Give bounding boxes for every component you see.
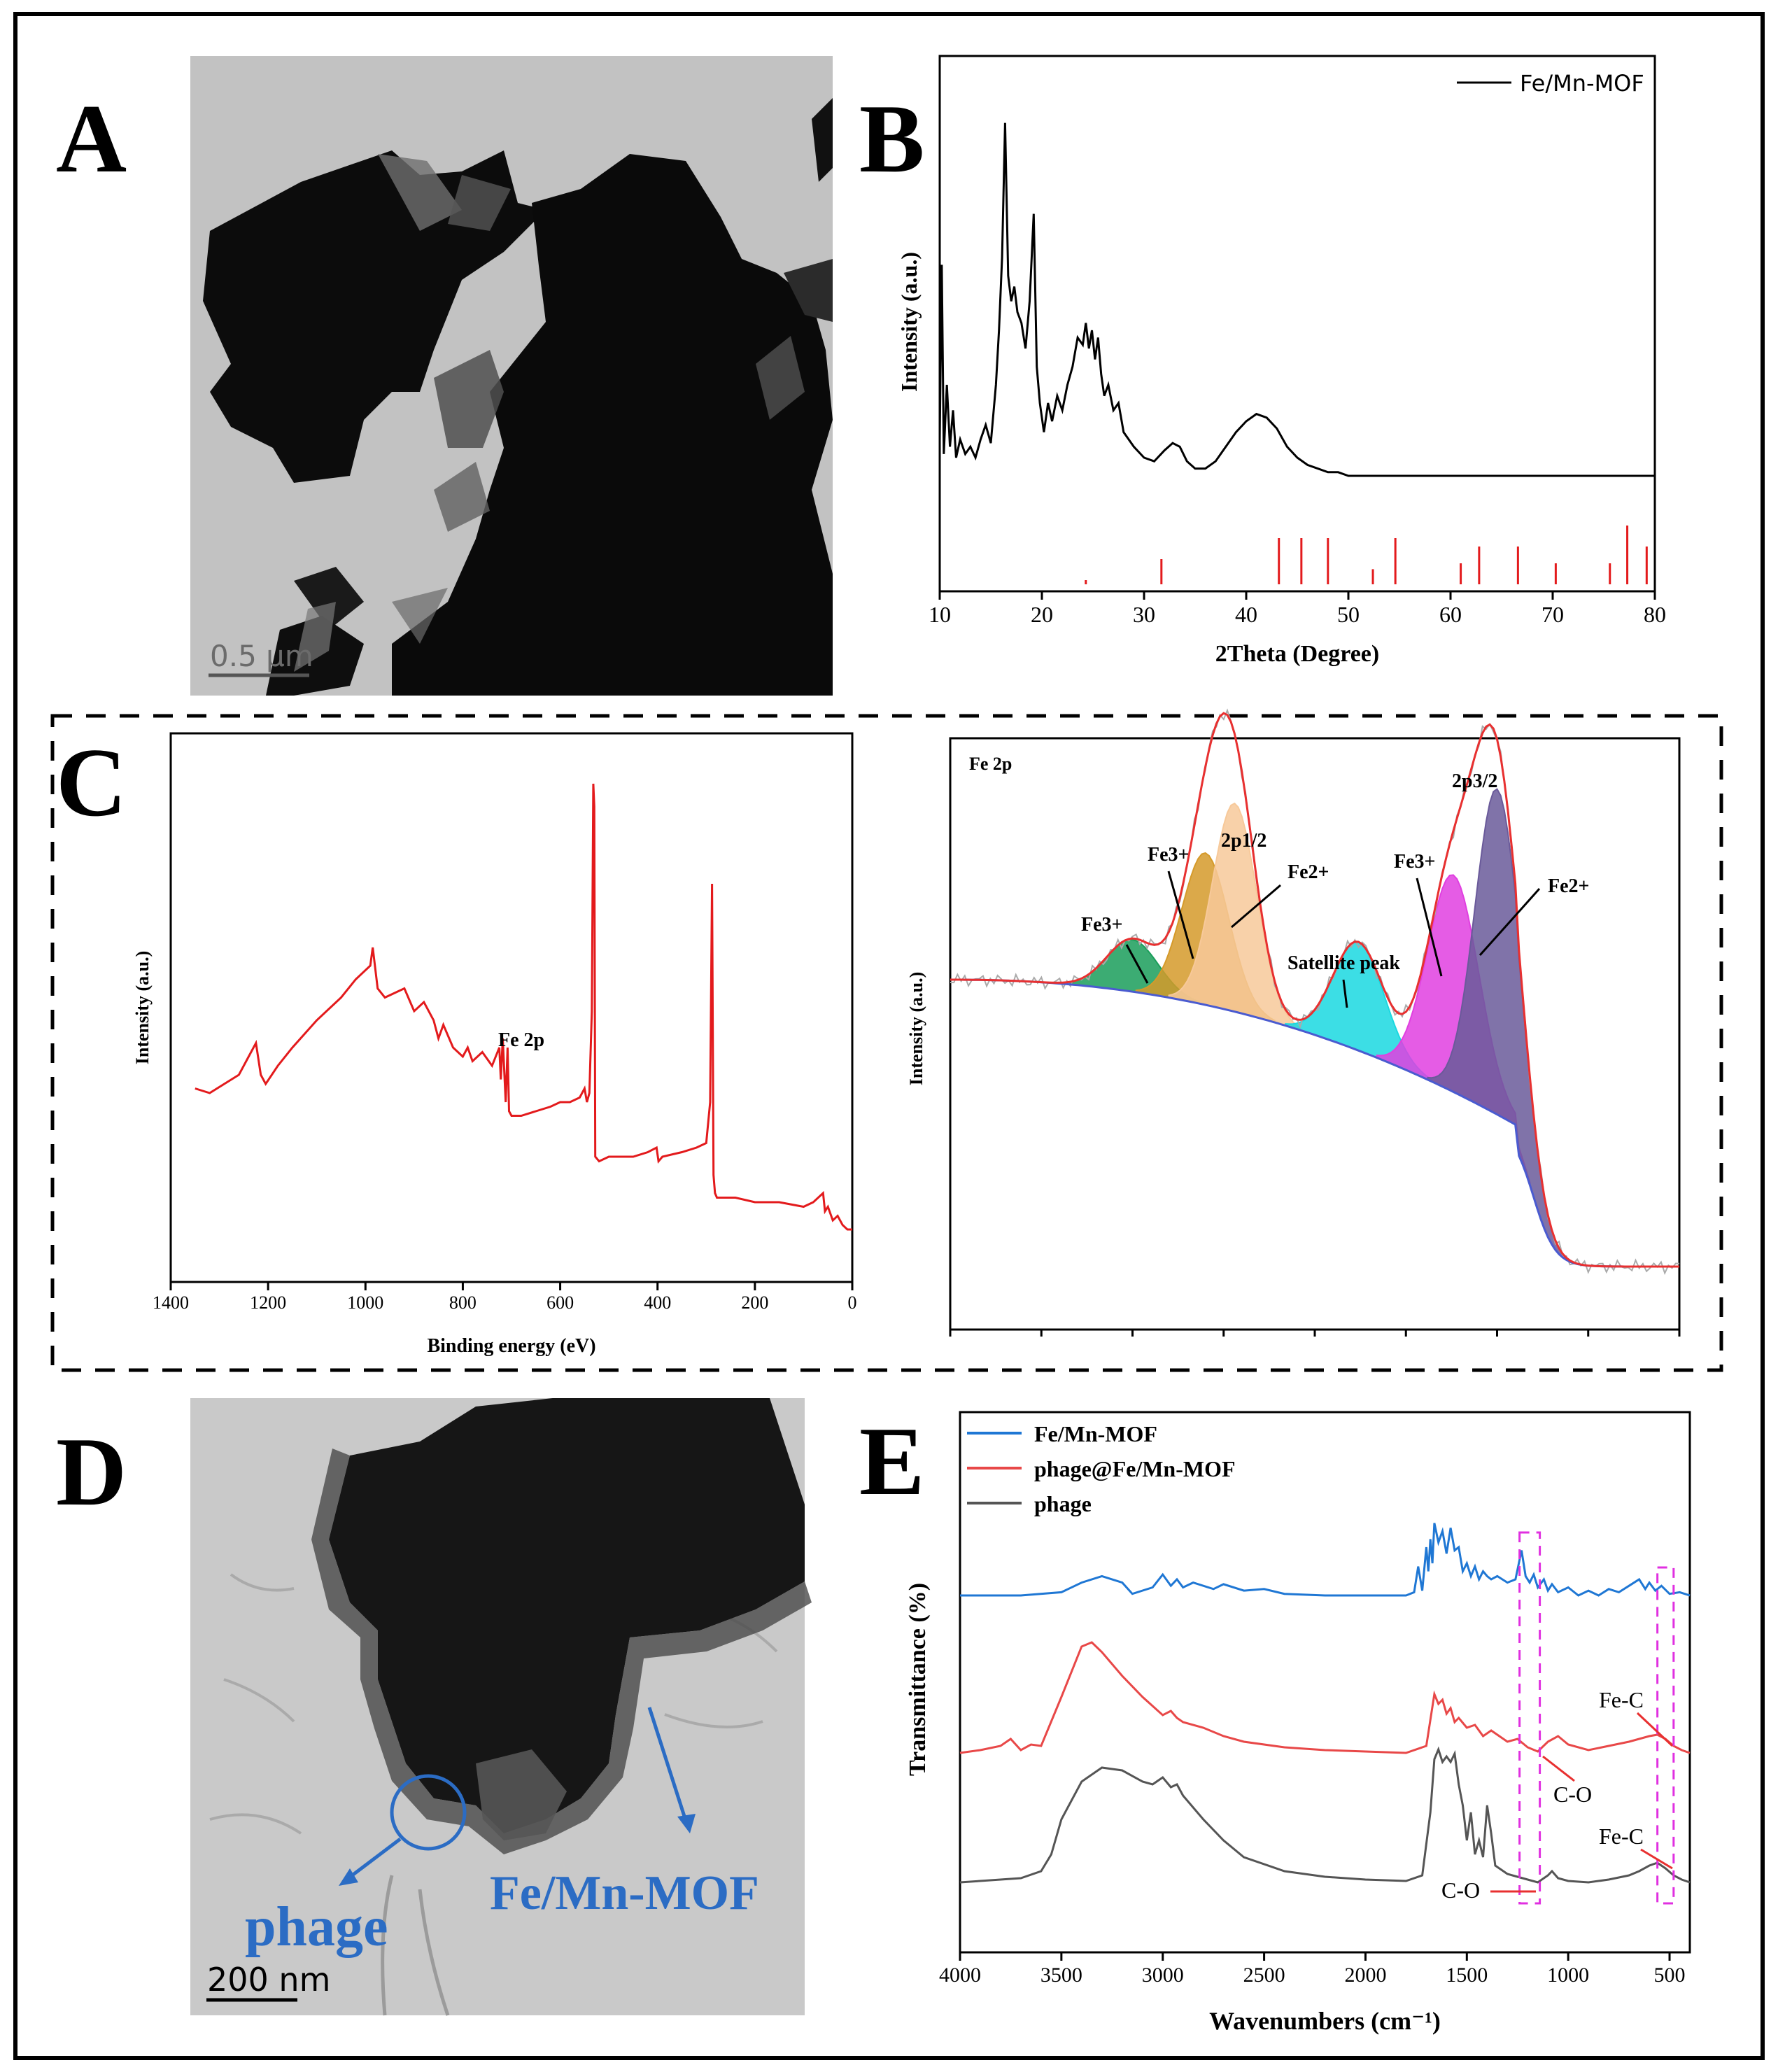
- x-tick-label: 1400: [153, 1292, 189, 1313]
- peak-label: Fe2+: [1548, 875, 1590, 897]
- annotation-arrow: [1640, 1848, 1673, 1870]
- annotation-arrow: [1342, 979, 1348, 1008]
- x-tick-label: 40: [1235, 602, 1257, 627]
- scale-bar-d-label: 200 nm: [207, 1961, 330, 1999]
- x-tick-label: 400: [644, 1292, 671, 1313]
- panel-c-letter: C: [56, 728, 127, 837]
- legend-label: phage: [1034, 1491, 1092, 1516]
- series-phage: [959, 1746, 1691, 1884]
- label-fe-mn-mof: Fe/Mn-MOF: [490, 1866, 759, 1920]
- series-survey: [195, 783, 852, 1231]
- panel-b-letter: B: [859, 85, 924, 193]
- x-tick-label: 3500: [1040, 1964, 1082, 1987]
- y-axis-title: Intensity (a.u.): [896, 252, 922, 392]
- highlight-box-fe-c: [1656, 1566, 1675, 1905]
- peak-label: Fe-C: [1599, 1687, 1644, 1712]
- x-tick-label: 3000: [1142, 1964, 1184, 1987]
- annotation-arrow: [1416, 878, 1443, 977]
- x-tick-label: 80: [1644, 602, 1666, 627]
- annotation-arrow: [1125, 944, 1149, 984]
- x-tick-label: 10: [929, 602, 951, 627]
- phage-arrowhead: [339, 1868, 358, 1886]
- legend-label: Fe/Mn-MOF: [1034, 1421, 1157, 1446]
- peak-label: Fe3+: [1081, 914, 1123, 936]
- xps-fe2p-chart: Fe 2p Intensity (a.u.) Fe3+ Fe3+ 2p1/2 Fe2+ Sa…: [906, 708, 1681, 1337]
- y-axis-title: Transmittance (%): [905, 1583, 931, 1776]
- x-tick-label: 0: [848, 1292, 857, 1313]
- peak-label: 2p1/2: [1221, 830, 1267, 852]
- mof-arrow: [647, 1707, 689, 1826]
- label-phage: phage: [245, 1896, 388, 1958]
- x-tick-label: 50: [1337, 602, 1360, 627]
- panel-c-dashed-box: [50, 714, 1723, 1372]
- series-fe-mn-mof: [960, 1523, 1691, 1597]
- x-tick-label: 800: [449, 1292, 477, 1313]
- plot-frame: [938, 55, 1656, 593]
- x-tick-label: 1000: [347, 1292, 383, 1313]
- peak-label: Fe-C: [1599, 1824, 1644, 1849]
- ftir-chart: Fe/Mn-MOF phage@Fe/Mn-MOF phage Fe-C C-O Fe-C…: [905, 1411, 1691, 2035]
- x-axis-title: 2Theta (Degree): [1215, 641, 1379, 667]
- chart-title-fe-2p: Fe 2p: [969, 754, 1012, 774]
- tem-image-a: [190, 56, 833, 696]
- xps-survey-chart: 1400 1200 1000 800 600 400 200 0 Binding energy …: [132, 732, 857, 1357]
- legend-label: phage@Fe/Mn-MOF: [1034, 1456, 1236, 1481]
- highlight-box-c-o: [1518, 1531, 1541, 1905]
- peak-label: 2p3/2: [1452, 770, 1497, 792]
- peak-label: Satellite peak: [1287, 952, 1400, 974]
- x-tick-label: 200: [741, 1292, 768, 1313]
- annotation-arrow: [1167, 871, 1194, 959]
- x-tick-label: 1200: [250, 1292, 286, 1313]
- x-axis-title: Wavenumbers (cm⁻¹): [1209, 2007, 1441, 2035]
- x-tick-label: 30: [1133, 602, 1155, 627]
- background-line: [950, 978, 1679, 1268]
- annotation-arrow: [1231, 884, 1281, 929]
- xrd-chart: 10 20 30 40 50 60 70 80 2Theta (Degree) Intensity…: [896, 55, 1666, 667]
- phage-highlight-circle: [390, 1774, 467, 1851]
- peak-label: C-O: [1441, 1877, 1480, 1903]
- annotation-fe-2p: Fe 2p: [498, 1029, 544, 1051]
- peak-label: C-O: [1553, 1782, 1592, 1807]
- x-axis-title: Binding energy (eV): [427, 1335, 595, 1357]
- y-axis-title: Intensity (a.u.): [906, 972, 926, 1086]
- peak-label: Fe2+: [1287, 861, 1329, 883]
- series-fe-mn-mof: [938, 122, 1655, 477]
- panel-e-letter: E: [859, 1407, 924, 1516]
- scale-bar-a-label: 0.5 μm: [210, 639, 313, 673]
- x-tick-label: 4000: [939, 1964, 981, 1987]
- peak-label: Fe3+: [1148, 844, 1190, 866]
- x-tick-label: 2500: [1243, 1964, 1285, 1987]
- mof-arrowhead: [677, 1814, 696, 1833]
- tem-image-d: [190, 1398, 812, 2016]
- x-tick-label: 1500: [1446, 1964, 1488, 1987]
- legend-label: Fe/Mn-MOF: [1520, 70, 1644, 97]
- annotation-arrow: [1542, 1755, 1575, 1782]
- plot-frame: [959, 1411, 1691, 1954]
- plot-frame: [169, 732, 854, 1283]
- panel-d-letter: D: [56, 1418, 127, 1526]
- series-phage-at-fe-mn-mof: [959, 1641, 1691, 1754]
- x-tick-label: 60: [1439, 602, 1462, 627]
- y-axis-title: Intensity (a.u.): [132, 951, 153, 1065]
- x-tick-label: 1000: [1547, 1964, 1589, 1987]
- x-tick-label: 500: [1654, 1964, 1686, 1987]
- x-tick-label: 2000: [1344, 1964, 1386, 1987]
- peak-label: Fe3+: [1394, 851, 1436, 873]
- annotation-arrow: [1636, 1712, 1674, 1747]
- x-tick-label: 600: [546, 1292, 574, 1313]
- annotation-arrow: [1479, 887, 1541, 957]
- fitted-envelope: [950, 712, 1679, 1268]
- x-tick-label: 70: [1541, 602, 1564, 627]
- panel-a-letter: A: [56, 85, 127, 193]
- x-tick-label: 20: [1031, 602, 1053, 627]
